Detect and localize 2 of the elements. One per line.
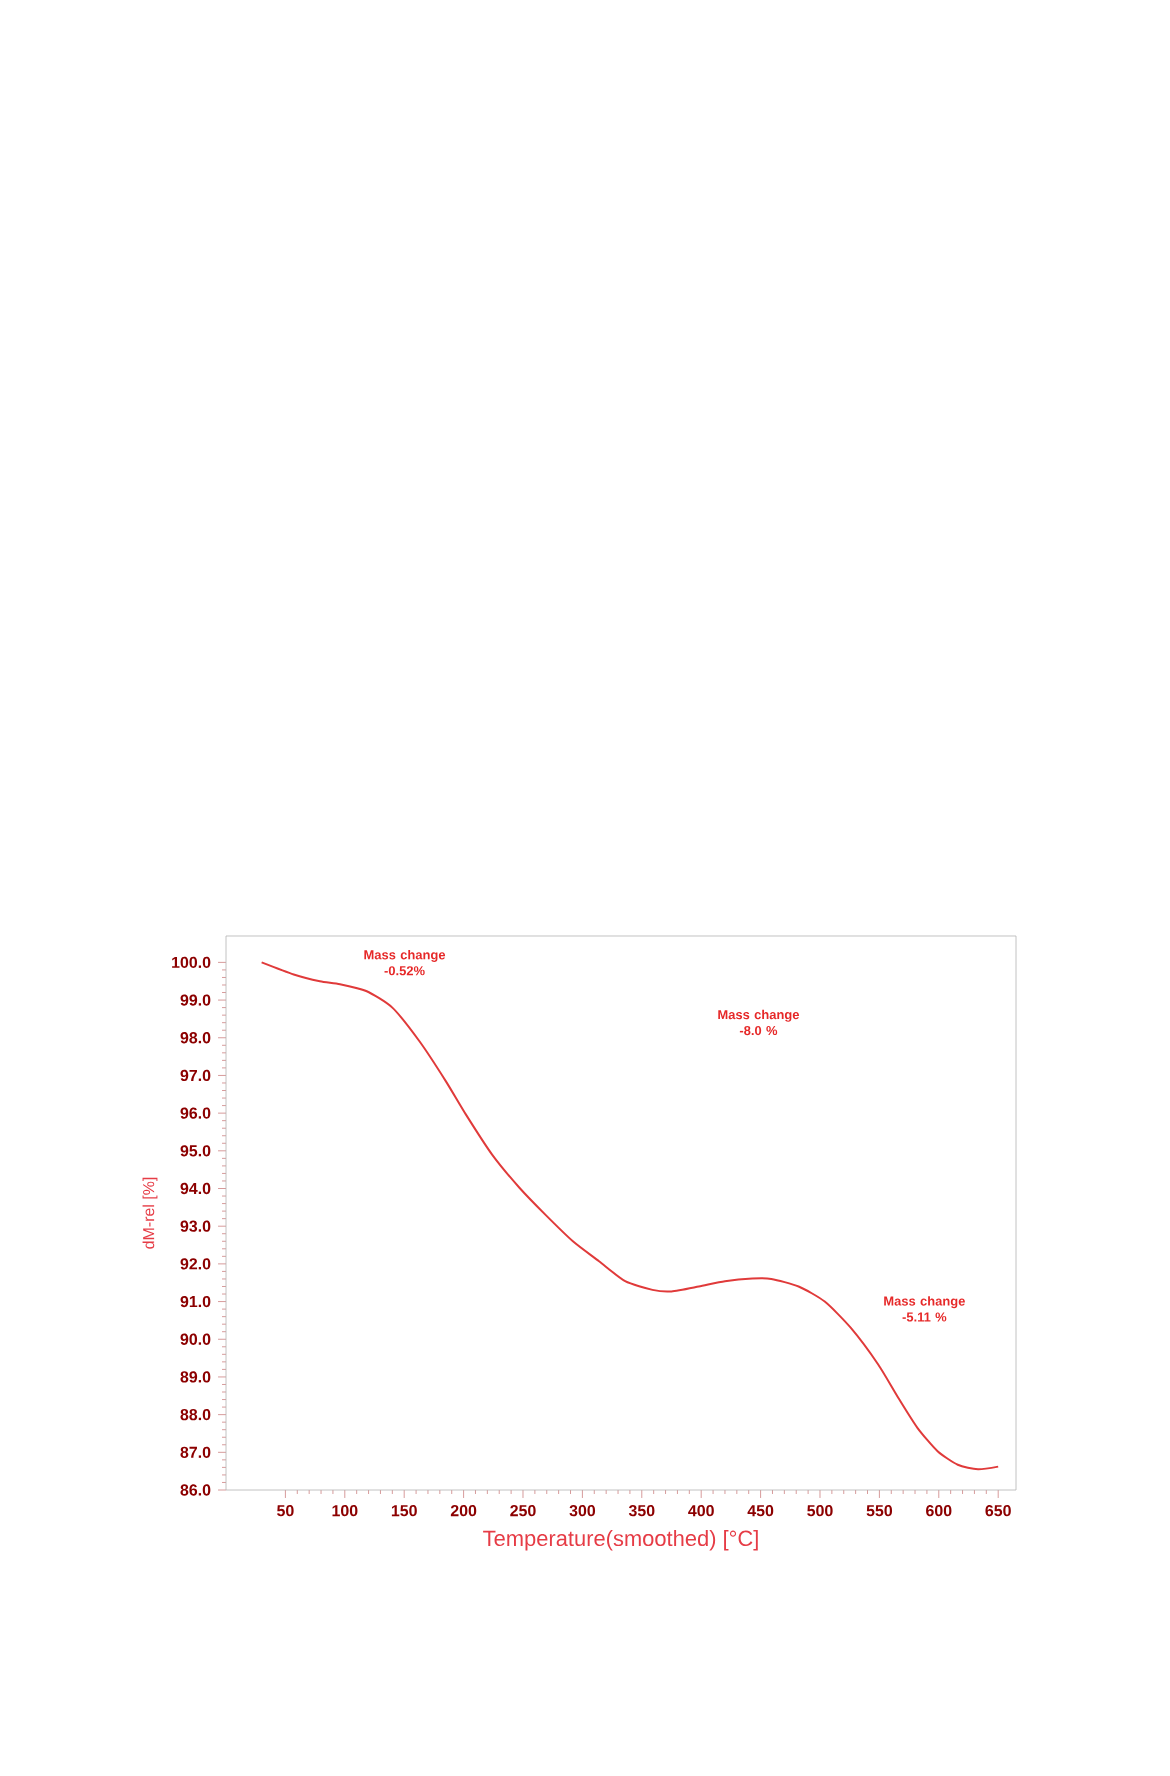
x-axis-title: Temperature(smoothed) [°C] <box>483 1530 758 1551</box>
line-series <box>260 961 1000 1471</box>
